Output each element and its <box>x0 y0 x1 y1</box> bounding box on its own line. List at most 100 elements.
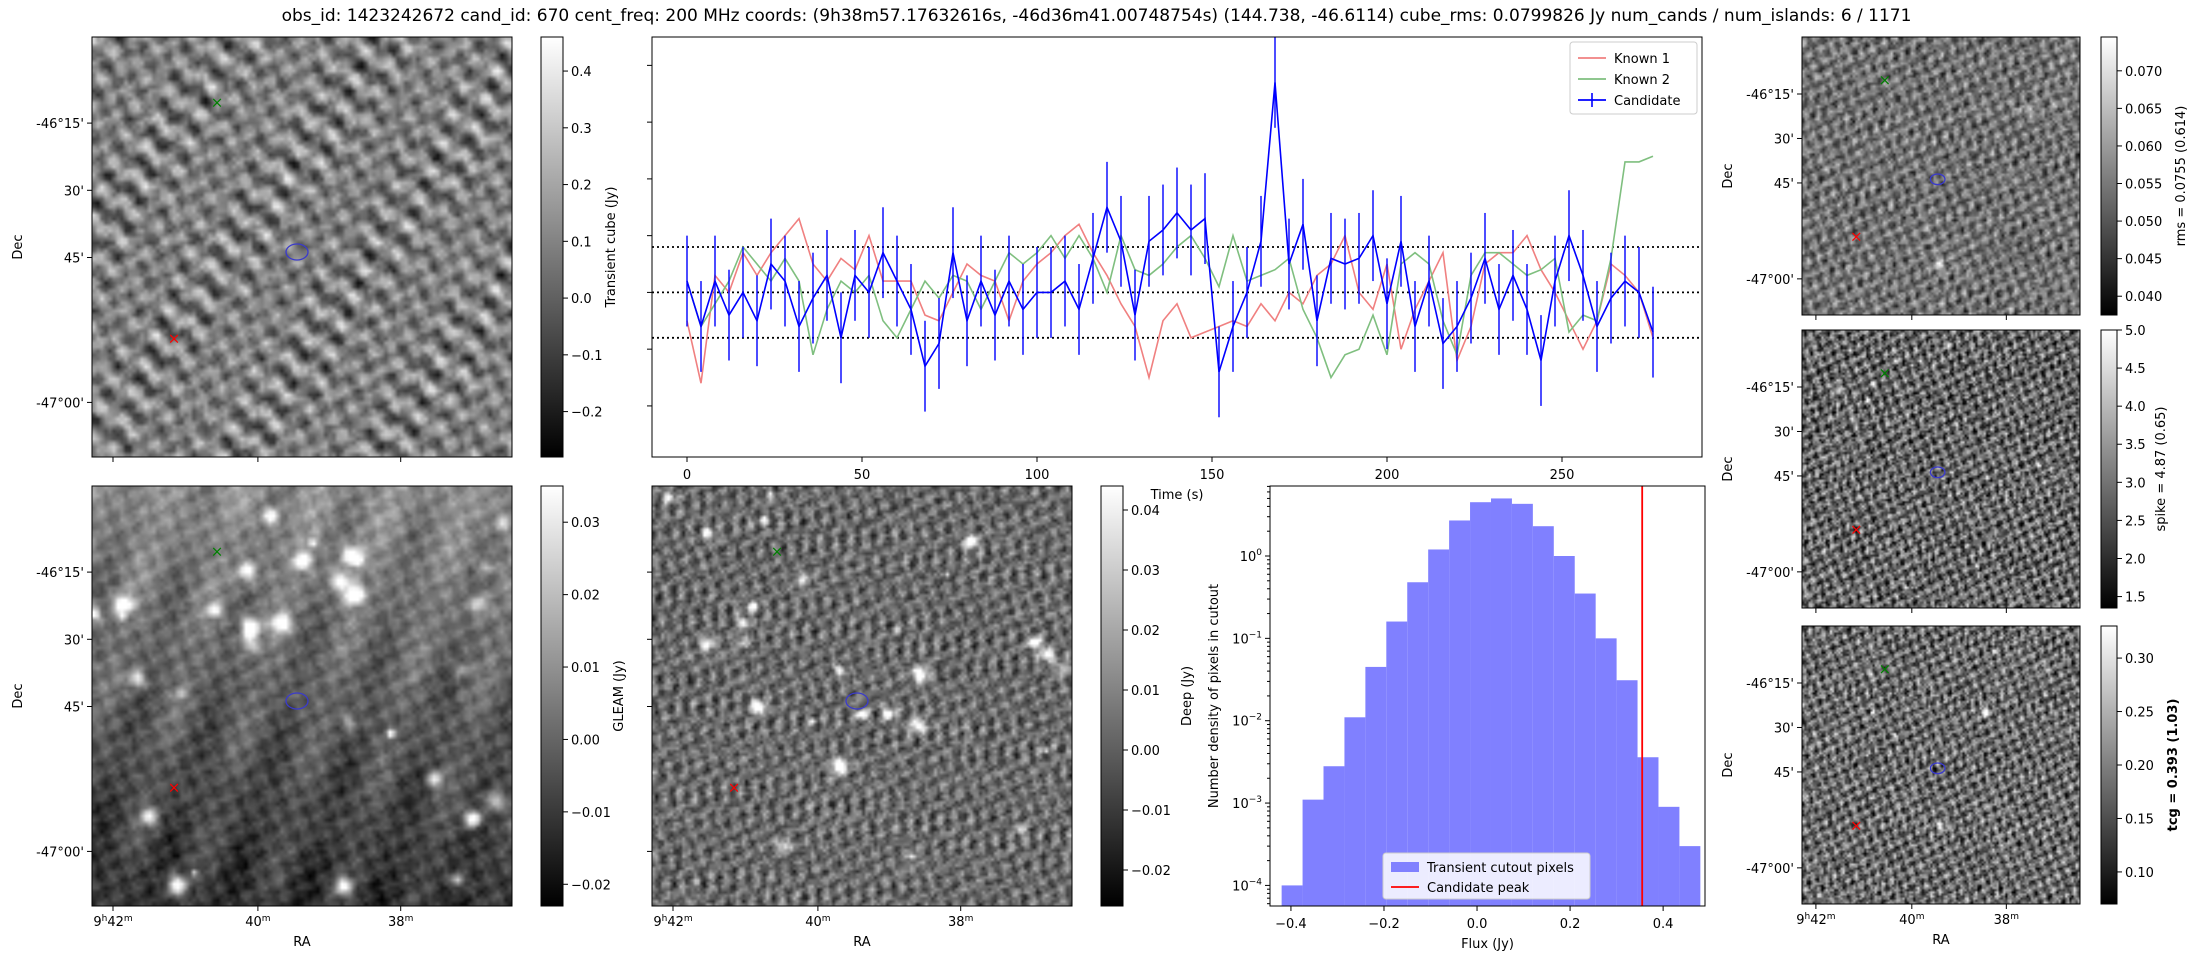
tick-base: 10 <box>1232 715 1249 730</box>
ra-hour: 38 <box>948 915 965 930</box>
histogram-bar <box>1323 766 1345 906</box>
histogram-bar <box>1365 666 1387 906</box>
known2-marker: × <box>1878 71 1891 89</box>
tick-label: 0.0 <box>571 292 592 307</box>
ra-axis-label: RA <box>293 935 311 950</box>
ra-hour: 9 <box>93 915 101 930</box>
histogram-bar <box>1344 717 1366 906</box>
ra-hour: 38 <box>388 915 405 930</box>
known1-series <box>686 216 1654 384</box>
tick-label: 45' <box>64 252 84 267</box>
tick-label: 2.0 <box>2125 552 2146 567</box>
transient-cube-colorbar <box>540 36 564 458</box>
histogram-bar <box>1281 885 1303 906</box>
transient-cube-colorbar-label: Transient cube (Jy) <box>604 187 619 309</box>
gleam-colorbar-label: GLEAM (Jy) <box>612 660 627 731</box>
tick-label: 45' <box>1774 766 1794 781</box>
ra-unit: m <box>1827 912 1836 922</box>
tick-label: 0.00 <box>571 733 600 748</box>
tick-label: 50 <box>854 468 871 483</box>
tick-label: 40m <box>1899 912 1924 928</box>
tick-label: 0.045 <box>2125 253 2162 268</box>
tick-label: -47°00' <box>36 396 84 411</box>
histogram-bar <box>1532 526 1554 906</box>
tick-label: 38m <box>388 914 413 930</box>
tick-base: 10 <box>1232 797 1249 812</box>
map-image <box>1802 37 2080 315</box>
known1-marker: × <box>1850 520 1863 538</box>
tick-label: 150 <box>1200 468 1225 483</box>
tick-label: -47°00' <box>1746 273 1794 288</box>
tick-label: 0.2 <box>571 179 592 194</box>
lightcurve-frame <box>651 36 1703 458</box>
known2-marker: × <box>771 543 784 561</box>
ra-hour: 40 <box>805 915 822 930</box>
known2-marker: × <box>211 94 224 112</box>
histogram-bar <box>1637 757 1659 906</box>
tick-label: 10−2 <box>1232 713 1262 730</box>
figure-title: obs_id: 1423242672 cand_id: 670 cent_fre… <box>281 6 1912 26</box>
tick-label: 100 <box>1025 468 1050 483</box>
ra-minute: 42 <box>107 915 124 930</box>
tick-label: 0.070 <box>2125 65 2162 80</box>
ra-hour: 9 <box>653 915 661 930</box>
rms-colorbar-label: rms = 0.0755 (0.614) <box>2174 106 2189 247</box>
tick-label: 40m <box>805 914 830 930</box>
tick-label: −0.2 <box>1368 917 1400 932</box>
tick-label: −0.02 <box>1131 864 1171 879</box>
tick-label: 0.3 <box>571 122 592 137</box>
tick-label: 30' <box>64 184 84 199</box>
ra-minute: 42 <box>1810 913 1827 928</box>
tick-label: -46°15' <box>36 566 84 581</box>
dec-axis-label: Dec <box>1721 163 1736 188</box>
tick-label: 100 <box>1240 548 1263 565</box>
known2-series <box>686 155 1654 380</box>
tick-label: 0.03 <box>571 516 600 531</box>
deep-frame <box>651 485 1073 907</box>
tick-label: 0.02 <box>571 589 600 604</box>
dec-axis-label: Dec <box>1721 752 1736 777</box>
tick-label: 0.00 <box>1131 744 1160 759</box>
tick-base: 10 <box>1232 632 1249 647</box>
legend-label: Known 1 <box>1614 52 1670 67</box>
lightcurve-legend <box>1569 41 1698 115</box>
tick-label: 0.30 <box>2125 652 2154 667</box>
tick-label: 3.0 <box>2125 476 2146 491</box>
tick-label: -46°15' <box>36 117 84 132</box>
tick-label: 0.1 <box>571 235 592 250</box>
ra-unit: h <box>1805 912 1811 922</box>
tick-label: 0.01 <box>1131 684 1160 699</box>
tick-label: -47°00' <box>1746 566 1794 581</box>
tick-exponent: −3 <box>1249 795 1262 805</box>
tick-label: 0.25 <box>2125 706 2154 721</box>
tick-label: 40m <box>245 914 270 930</box>
tick-label: 0.2 <box>1560 917 1581 932</box>
gleam-frame <box>91 485 513 907</box>
gleam-colorbar <box>540 485 564 907</box>
tick-label: 200 <box>1375 468 1400 483</box>
known1-marker: × <box>728 779 741 797</box>
histogram-bar <box>1302 799 1324 906</box>
known1-marker: × <box>168 330 181 348</box>
ra-axis-label: RA <box>853 935 871 950</box>
tick-label: 9h42m <box>1796 912 1835 928</box>
tcg-colorbar <box>2100 625 2118 905</box>
tick-label: −0.4 <box>1275 917 1307 932</box>
legend-label: Known 2 <box>1614 73 1670 88</box>
dec-axis-label: Dec <box>1721 456 1736 481</box>
tick-label: 38m <box>948 914 973 930</box>
ra-minute: 42 <box>667 915 684 930</box>
known1-marker: × <box>1850 227 1863 245</box>
tick-label: 10−4 <box>1232 877 1262 894</box>
spike-frame <box>1801 329 2081 609</box>
tick-label: 10−1 <box>1232 630 1262 647</box>
candidate-contour <box>1929 762 1946 775</box>
known1-marker: × <box>168 779 181 797</box>
tcg-frame <box>1801 625 2081 905</box>
rms-colorbar <box>2100 36 2118 316</box>
histogram-bar <box>1407 582 1429 906</box>
tick-label: 9h42m <box>93 914 132 930</box>
legend-label: Candidate <box>1614 94 1680 109</box>
candidate-contour <box>285 692 309 710</box>
